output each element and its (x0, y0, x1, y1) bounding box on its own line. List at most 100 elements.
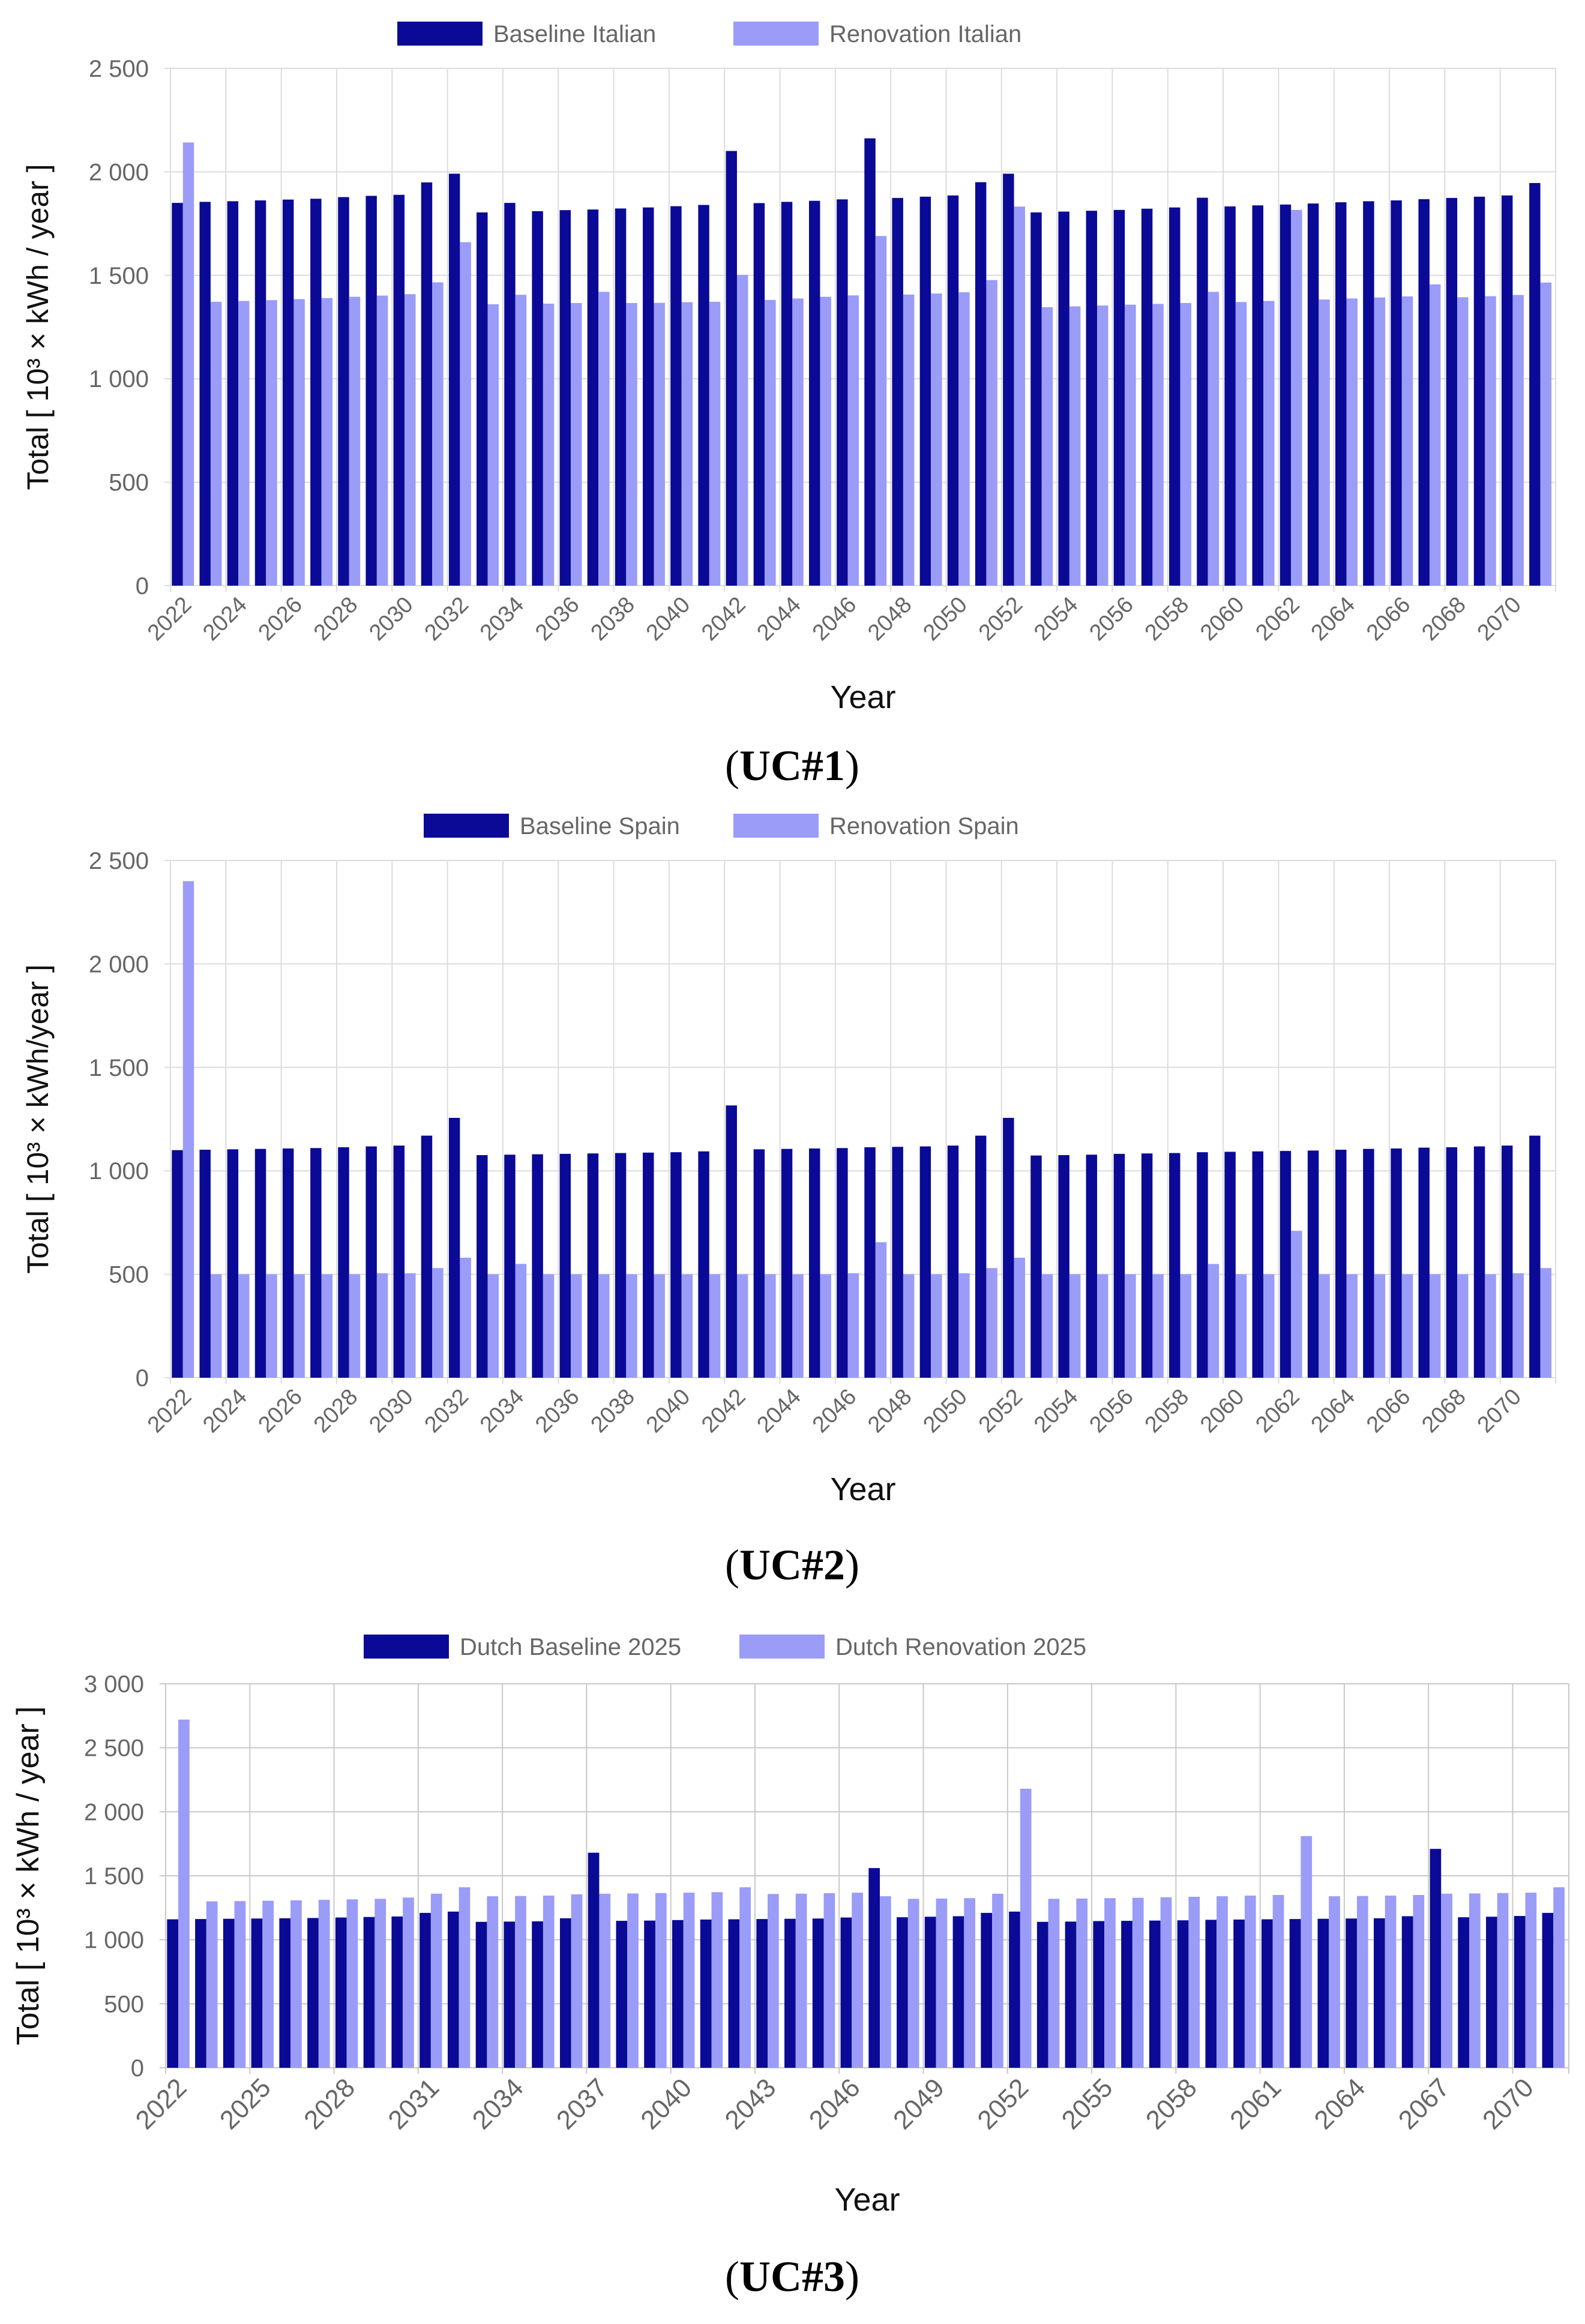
renovation-bar (654, 1274, 665, 1378)
chart-panel-uc3: 0 500 1 000 1 500 2 000 2 500 3 000 2022 2025 202… (11, 1634, 1569, 2301)
baseline-bar (1280, 1151, 1292, 1378)
baseline-bar (282, 199, 294, 586)
baseline-bar (1036, 1921, 1048, 2068)
baseline-bar (947, 195, 959, 586)
caption-close-paren: ) (845, 1541, 859, 1589)
baseline-bar (1058, 211, 1069, 586)
baseline-bar (924, 1917, 936, 2068)
baseline-bar (981, 1912, 993, 2068)
caption-close-paren: ) (845, 2253, 859, 2301)
renovation-bar (1180, 1274, 1191, 1378)
renovation-bar (1301, 1836, 1313, 2068)
renovation-bar (1457, 297, 1469, 586)
baseline-bar (1473, 1146, 1485, 1378)
renovation-bar (880, 1896, 891, 2068)
baseline-bar (1363, 1148, 1374, 1378)
renovation-bar (852, 1893, 863, 2068)
baseline-bar (477, 212, 488, 586)
baseline-bar (393, 194, 405, 586)
renovation-bar (1346, 298, 1358, 586)
baseline-bar (448, 1117, 460, 1378)
renovation-bar (1441, 1893, 1452, 2068)
renovation-bar (321, 1274, 333, 1378)
renovation-bar (432, 1268, 444, 1378)
caption-label: UC#2 (739, 1541, 845, 1589)
legend-swatch (397, 22, 483, 46)
renovation-bar (903, 294, 915, 586)
x-tick-label: 2034 (475, 592, 529, 646)
renovation-bar (1048, 1899, 1060, 2068)
baseline-bar (670, 1152, 682, 1378)
renovation-bar (487, 1896, 499, 2068)
renovation-bar (875, 1242, 887, 1378)
renovation-bar (709, 301, 721, 586)
baseline-bar (808, 1148, 820, 1378)
x-tick-label: 2058 (1140, 592, 1194, 646)
x-tick-label: 2060 (1196, 1384, 1249, 1438)
baseline-bar (781, 202, 793, 586)
baseline-bar (251, 1918, 263, 2068)
baseline-bar (1486, 1917, 1497, 2068)
renovation-bar (655, 1893, 667, 2068)
renovation-bar (1208, 292, 1220, 586)
renovation-bar (432, 282, 444, 586)
baseline-bar (837, 1148, 848, 1378)
renovation-bar (293, 299, 305, 586)
baseline-bar (1529, 1135, 1541, 1378)
legend-label: Renovation Spain (829, 813, 1019, 839)
baseline-bar (1514, 1915, 1526, 2068)
renovation-bar (515, 1896, 526, 2068)
legend-swatch (739, 1635, 825, 1659)
baseline-bar (1501, 195, 1513, 586)
y-tick-label: 1 000 (89, 366, 149, 392)
renovation-bar (820, 1274, 831, 1378)
renovation-bar (709, 1274, 721, 1378)
x-tick-label: 2070 (1473, 1384, 1526, 1438)
renovation-bar (795, 1893, 807, 2068)
y-tick-label: 2 500 (89, 848, 149, 874)
baseline-bar (1430, 1849, 1442, 2068)
baseline-bar (1335, 202, 1347, 586)
x-tick-label: 2043 (720, 2073, 782, 2135)
renovation-bar (543, 1896, 555, 2068)
x-tick-label: 2032 (420, 592, 474, 646)
renovation-bar (907, 1899, 919, 2068)
renovation-bar (1525, 1893, 1537, 2068)
renovation-bar (376, 1273, 388, 1378)
renovation-bar (936, 1898, 948, 2068)
x-tick-label: 2037 (551, 2073, 613, 2135)
baseline-bar (199, 202, 211, 586)
renovation-bar (765, 299, 776, 586)
renovation-bar (293, 1274, 305, 1378)
baseline-bar (1346, 1918, 1357, 2068)
x-tick-label: 2066 (1362, 1384, 1415, 1438)
renovation-bar (1097, 305, 1108, 586)
renovation-bar (178, 1719, 190, 2068)
renovation-bar (460, 1258, 471, 1378)
renovation-bar (571, 303, 582, 586)
baseline-bar (919, 1146, 931, 1378)
x-tick-label: 2054 (1029, 592, 1083, 646)
baseline-bar (167, 1919, 179, 2068)
baseline-bar (1030, 212, 1042, 586)
baseline-bar (952, 1916, 964, 2068)
x-tick-label: 2046 (804, 2073, 866, 2135)
y-tick-label: 2 500 (84, 1735, 144, 1762)
baseline-bar (1113, 209, 1125, 586)
baseline-bar (726, 1105, 737, 1378)
y-axis-title: Total [ 10³ × kWh/year ] (21, 964, 55, 1273)
x-tick-label: 2048 (863, 1384, 916, 1438)
y-tick-label: 2 000 (84, 1799, 144, 1825)
renovation-bar (346, 1899, 358, 2068)
baseline-bar (335, 1917, 347, 2068)
baseline-bar (840, 1917, 852, 2068)
baseline-bar (307, 1918, 319, 2068)
renovation-bar (958, 292, 970, 586)
x-tick-label: 2064 (1307, 1384, 1360, 1438)
renovation-bar (820, 296, 831, 586)
renovation-bar (627, 1893, 639, 2068)
x-tick-label: 2070 (1477, 2073, 1539, 2135)
x-tick-label: 2062 (1251, 592, 1304, 646)
x-tick-label: 2052 (974, 1384, 1027, 1438)
